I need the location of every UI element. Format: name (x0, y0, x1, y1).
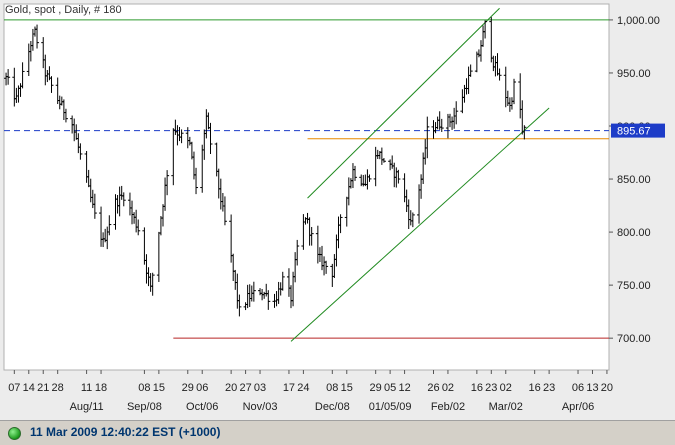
date-tick-label: 29 (182, 382, 194, 394)
date-tick-label: 08 (326, 382, 338, 394)
date-tick-label: 23 (543, 382, 555, 394)
date-period-label: Dec/08 (315, 401, 350, 413)
date-period-label: Mar/02 (489, 401, 523, 413)
price-tick-label: 750.00 (617, 280, 651, 292)
price-bars (4, 17, 527, 317)
date-axis: 07 14 21 28 11 18 08 15 29 06 20 27 03 17 24 08 15 29 05 12… (8, 370, 613, 413)
date-period-label: Apr/06 (562, 401, 594, 413)
date-tick-label: 29 (370, 382, 382, 394)
date-tick-label: 02 (500, 382, 512, 394)
date-tick-label: 05 (384, 382, 396, 394)
date-tick-label: 17 (283, 382, 295, 394)
date-tick-label: 14 (23, 382, 35, 394)
date-period-label: Nov/03 (243, 401, 278, 413)
price-tick-label: 700.00 (617, 333, 651, 345)
date-tick-label: 15 (153, 382, 165, 394)
date-tick-label: 06 (572, 382, 584, 394)
current-price-tag: 895.67 (611, 123, 665, 138)
date-tick-label: 07 (8, 382, 20, 394)
status-bar: 11 Mar 2009 12:40:22 EST (+1000) (0, 420, 675, 445)
date-tick-label: 23 (485, 382, 497, 394)
date-tick-label: 02 (442, 382, 454, 394)
date-tick-label: 27 (239, 382, 251, 394)
date-tick-label: 08 (138, 382, 150, 394)
price-tick-label: 800.00 (617, 227, 651, 239)
date-tick-label: 21 (37, 382, 49, 394)
trend-line-5 (290, 107, 550, 342)
overlay-lines (4, 7, 609, 342)
date-tick-label: 06 (196, 382, 208, 394)
date-period-label: 01/05/09 (369, 401, 412, 413)
date-tick-label: 03 (254, 382, 266, 394)
date-tick-label: 13 (586, 382, 598, 394)
current-price-label: 895.67 (617, 126, 651, 138)
date-tick-label: 16 (471, 382, 483, 394)
price-axis: 700.00750.00800.00850.00900.00950.001,00… (609, 15, 660, 345)
date-period-label: Feb/02 (431, 401, 465, 413)
date-tick-label: 24 (297, 382, 309, 394)
trend-line-4 (307, 7, 500, 199)
current-price-box (611, 123, 665, 138)
status-led-icon (8, 427, 21, 440)
plot-area (3, 3, 610, 371)
date-period-label: Aug/11 (70, 401, 104, 413)
date-tick-label: 26 (427, 382, 439, 394)
date-tick-label: 20 (601, 382, 613, 394)
date-tick-label: 15 (341, 382, 353, 394)
price-tick-label: 950.00 (617, 68, 651, 80)
chart-title: Gold, spot , Daily, # 180 (5, 4, 122, 16)
date-period-label: Sep/08 (127, 401, 162, 413)
date-tick-label: 11 (81, 382, 92, 394)
date-tick-label: 28 (52, 382, 64, 394)
date-tick-label: 16 (529, 382, 541, 394)
price-tick-label: 1,000.00 (617, 15, 660, 27)
date-tick-label: 20 (225, 382, 237, 394)
date-period-label: Oct/06 (186, 401, 218, 413)
status-text: 11 Mar 2009 12:40:22 EST (+1000) (30, 425, 221, 439)
chart-svg: Gold, spot , Daily, # 180 700.00 750.00 80… (3, 3, 665, 413)
date-tick-label: 12 (398, 382, 410, 394)
price-tick-label: 850.00 (617, 174, 651, 186)
date-tick-label: 18 (95, 382, 107, 394)
